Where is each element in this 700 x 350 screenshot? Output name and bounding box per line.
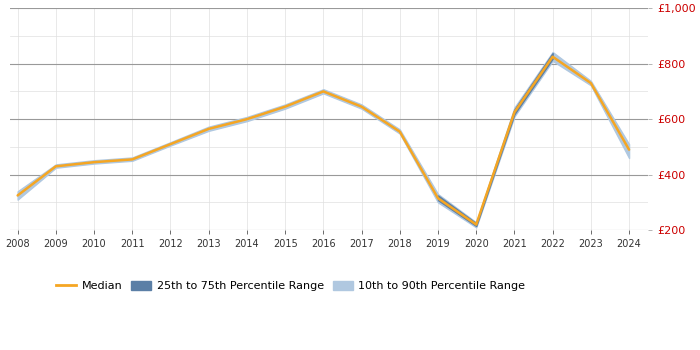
Legend: Median, 25th to 75th Percentile Range, 10th to 90th Percentile Range: Median, 25th to 75th Percentile Range, 1… xyxy=(52,276,530,296)
